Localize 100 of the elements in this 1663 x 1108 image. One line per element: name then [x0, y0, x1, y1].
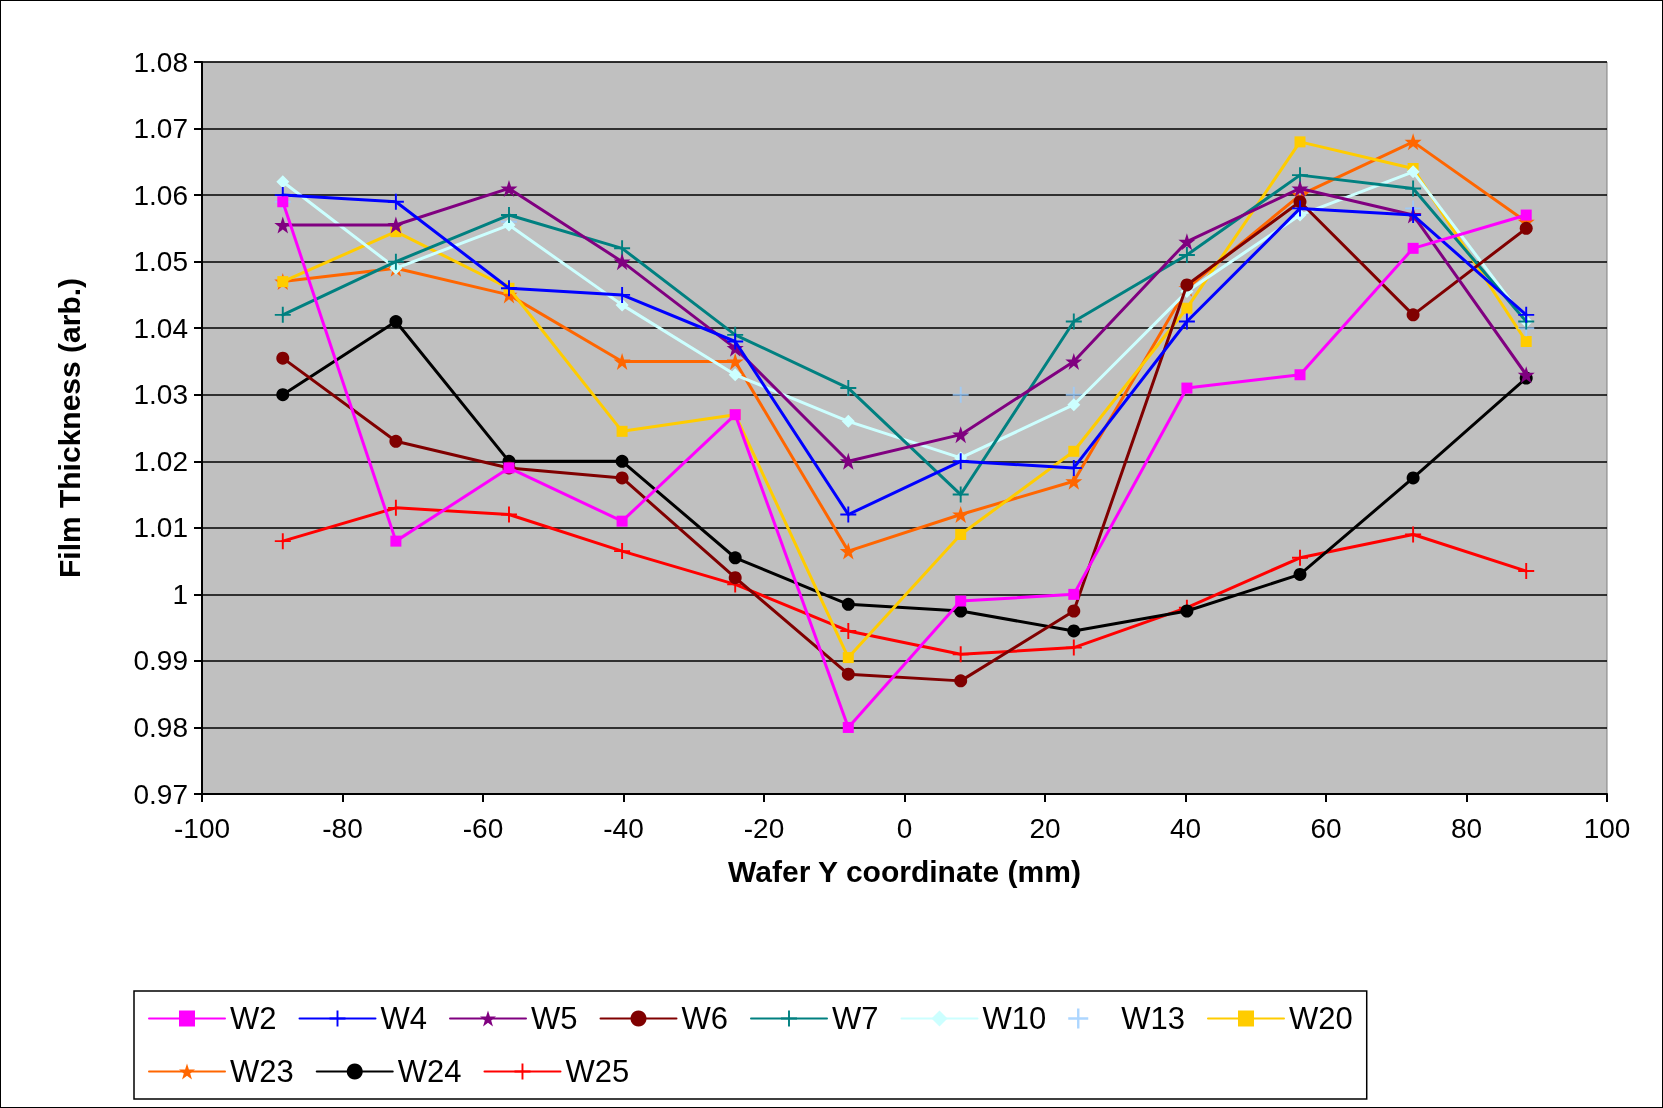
point: [1406, 308, 1420, 322]
point: [1065, 352, 1083, 370]
x-axis-title: Wafer Y coordinate (mm): [728, 854, 1081, 888]
y-tick-label: 1.01: [133, 512, 188, 544]
point: [952, 453, 969, 470]
legend-label: W25: [565, 1054, 630, 1089]
legend-label: W23: [230, 1054, 294, 1089]
x-tick-label: 0: [896, 812, 913, 844]
y-tick-label: 1.05: [133, 246, 188, 278]
point: [1518, 306, 1535, 323]
legend-label: W4: [380, 1001, 427, 1036]
point: [1406, 471, 1420, 485]
point: [1178, 233, 1196, 251]
y-tick-label: 1: [172, 578, 188, 610]
point: [1520, 335, 1532, 347]
point: [1180, 278, 1194, 292]
point: [387, 216, 405, 234]
point: [952, 646, 969, 663]
point: [1292, 549, 1309, 566]
point: [954, 674, 968, 688]
point: [726, 352, 744, 370]
y-tick-label: 1.03: [133, 379, 188, 411]
point: [1293, 567, 1307, 581]
point: [1520, 209, 1532, 221]
point: [1292, 200, 1309, 217]
point: [842, 721, 854, 733]
point: [1518, 563, 1535, 580]
x-tick-label: 20: [1029, 812, 1061, 844]
point: [1406, 165, 1420, 179]
point: [839, 542, 857, 560]
point: [952, 486, 969, 503]
point: [841, 414, 855, 428]
point: [841, 667, 855, 681]
point: [728, 368, 742, 382]
legend-label: W5: [531, 1001, 578, 1036]
point: [1065, 639, 1082, 656]
point: [615, 454, 629, 468]
y-tick-label: 1.04: [133, 312, 188, 344]
point: [1180, 604, 1194, 618]
point: [1517, 366, 1535, 384]
point: [1407, 242, 1419, 254]
y-tick-label: 0.98: [133, 711, 188, 743]
point: [276, 388, 290, 402]
point: [613, 352, 631, 370]
point: [952, 386, 969, 403]
point: [500, 207, 517, 224]
legend-label: W2: [230, 1001, 277, 1036]
point: [1292, 167, 1309, 184]
y-tick-label: 1.07: [133, 113, 188, 145]
point: [1181, 382, 1193, 394]
point: [387, 253, 404, 270]
point: [1405, 180, 1422, 197]
point: [1067, 604, 1081, 618]
point: [614, 240, 631, 257]
y-tick-label: 1.08: [133, 46, 188, 78]
x-tick-label: 100: [1583, 812, 1631, 844]
x-tick-label: -20: [743, 812, 785, 844]
point: [274, 533, 291, 550]
point: [1294, 136, 1306, 148]
legend-label: W7: [832, 1001, 879, 1036]
x-tick-label: -100: [173, 812, 231, 844]
y-tick-label: 1.06: [133, 179, 188, 211]
point: [841, 597, 855, 611]
point: [955, 528, 967, 540]
y-tick-label: 0.99: [133, 645, 188, 677]
point: [1068, 445, 1080, 457]
point: [274, 306, 291, 323]
point: [389, 315, 403, 329]
point: [1404, 133, 1422, 151]
legend-label: W20: [1288, 1001, 1353, 1036]
point: [1178, 246, 1195, 263]
point: [1181, 302, 1193, 314]
point: [842, 652, 854, 664]
point: [955, 595, 967, 607]
point: [276, 351, 290, 365]
point: [613, 253, 631, 271]
x-tick-label: 40: [1169, 812, 1202, 844]
point: [1067, 398, 1081, 412]
point: [1068, 588, 1080, 600]
legend-label: W6: [681, 1001, 728, 1036]
point: [615, 471, 629, 485]
point: [616, 515, 628, 527]
x-tick-label: -40: [603, 812, 644, 844]
point: [500, 179, 518, 197]
y-axis-title: Film Thickness (arb.): [52, 277, 86, 579]
point: [614, 543, 631, 560]
x-tick-label: 60: [1310, 812, 1342, 844]
legend-label: W24: [397, 1054, 462, 1089]
x-tick-label: -80: [322, 812, 363, 844]
point: [1294, 369, 1306, 381]
point: [952, 426, 970, 444]
y-tick-label: 1.02: [133, 445, 188, 477]
point: [389, 434, 403, 448]
legend-label: W10: [982, 1001, 1047, 1036]
x-tick-label: 80: [1450, 812, 1483, 844]
point: [616, 425, 628, 437]
point: [1067, 624, 1081, 638]
point: [728, 571, 742, 585]
legend-label: W13: [1121, 1001, 1185, 1036]
point: [276, 175, 290, 189]
